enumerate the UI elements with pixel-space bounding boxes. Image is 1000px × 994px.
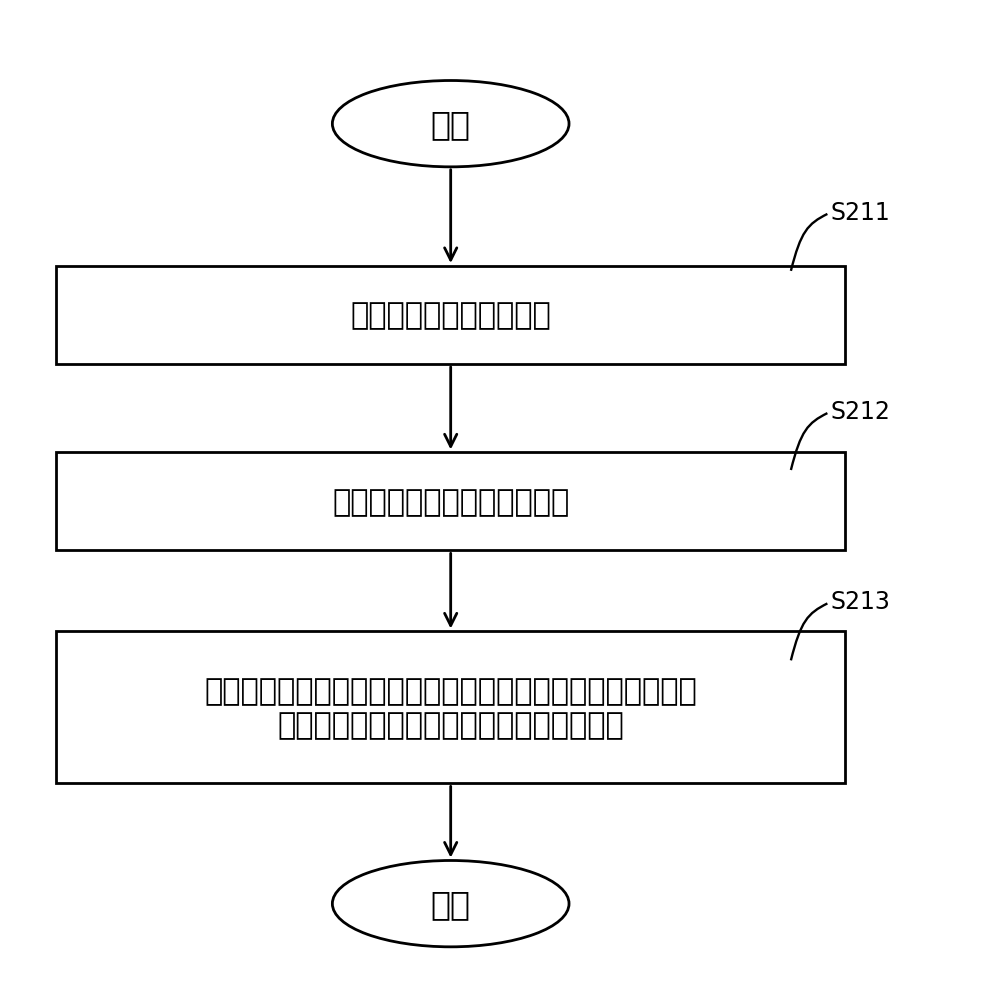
FancyBboxPatch shape — [56, 453, 845, 551]
FancyBboxPatch shape — [56, 266, 845, 365]
FancyBboxPatch shape — [56, 632, 845, 783]
Text: 在引线金属层上沉积抗反射层: 在引线金属层上沉积抗反射层 — [332, 487, 569, 517]
Text: S212: S212 — [830, 400, 890, 423]
Ellipse shape — [332, 82, 569, 168]
Text: S211: S211 — [830, 201, 890, 225]
Text: 在衬底上溅射引线金属层: 在衬底上溅射引线金属层 — [350, 301, 551, 330]
Text: 结束: 结束 — [431, 888, 471, 920]
Ellipse shape — [332, 861, 569, 947]
Text: 对具有抗反射层的引线金属层进行光刻和蚀刻以形成栅电极引
线图形、源电极引线图形和漏电极引线图形: 对具有抗反射层的引线金属层进行光刻和蚀刻以形成栅电极引 线图形、源电极引线图形和… — [204, 677, 697, 739]
Text: 开始: 开始 — [431, 108, 471, 141]
Text: S213: S213 — [830, 589, 890, 614]
